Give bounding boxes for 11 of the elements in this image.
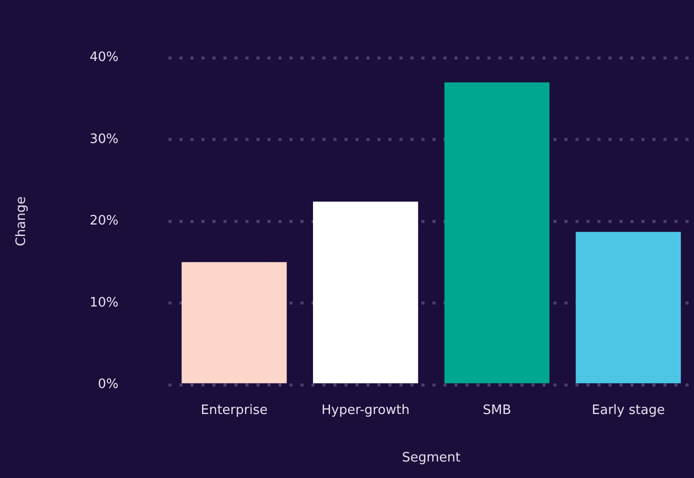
x-tick-label: Hyper-growth bbox=[321, 402, 410, 418]
x-tick-label: Enterprise bbox=[200, 402, 268, 418]
x-axis-title: Segment bbox=[402, 450, 460, 466]
x-tick-label: SMB bbox=[482, 402, 512, 418]
y-tick-label: 10% bbox=[90, 295, 118, 310]
y-tick-label: 40% bbox=[90, 50, 118, 66]
y-axis-title: Change bbox=[14, 196, 30, 246]
y-tick-label: 0% bbox=[98, 377, 118, 392]
x-tick-label: Early stage bbox=[592, 402, 665, 418]
y-tick-label: 30% bbox=[90, 132, 118, 147]
y-tick-label: 20% bbox=[90, 214, 118, 229]
